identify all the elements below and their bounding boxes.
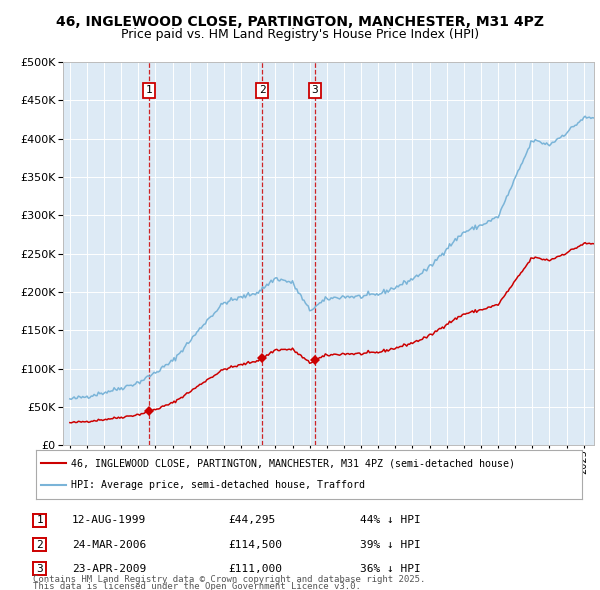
Text: 23-APR-2009: 23-APR-2009: [72, 564, 146, 573]
Text: 2: 2: [259, 86, 266, 96]
Text: HPI: Average price, semi-detached house, Trafford: HPI: Average price, semi-detached house,…: [71, 480, 365, 490]
Text: 3: 3: [311, 86, 319, 96]
Text: Price paid vs. HM Land Registry's House Price Index (HPI): Price paid vs. HM Land Registry's House …: [121, 28, 479, 41]
Text: 1: 1: [36, 516, 43, 525]
Text: 2: 2: [36, 540, 43, 549]
Text: 44% ↓ HPI: 44% ↓ HPI: [360, 516, 421, 525]
Text: Contains HM Land Registry data © Crown copyright and database right 2025.: Contains HM Land Registry data © Crown c…: [33, 575, 425, 585]
Text: 12-AUG-1999: 12-AUG-1999: [72, 516, 146, 525]
Text: 1: 1: [146, 86, 152, 96]
Text: £44,295: £44,295: [228, 516, 275, 525]
Text: £114,500: £114,500: [228, 540, 282, 549]
Text: This data is licensed under the Open Government Licence v3.0.: This data is licensed under the Open Gov…: [33, 582, 361, 590]
Text: 3: 3: [36, 564, 43, 573]
Text: 24-MAR-2006: 24-MAR-2006: [72, 540, 146, 549]
Text: £111,000: £111,000: [228, 564, 282, 573]
Text: 46, INGLEWOOD CLOSE, PARTINGTON, MANCHESTER, M31 4PZ (semi-detached house): 46, INGLEWOOD CLOSE, PARTINGTON, MANCHES…: [71, 458, 515, 468]
Text: 36% ↓ HPI: 36% ↓ HPI: [360, 564, 421, 573]
Text: 46, INGLEWOOD CLOSE, PARTINGTON, MANCHESTER, M31 4PZ: 46, INGLEWOOD CLOSE, PARTINGTON, MANCHES…: [56, 15, 544, 30]
Text: 39% ↓ HPI: 39% ↓ HPI: [360, 540, 421, 549]
